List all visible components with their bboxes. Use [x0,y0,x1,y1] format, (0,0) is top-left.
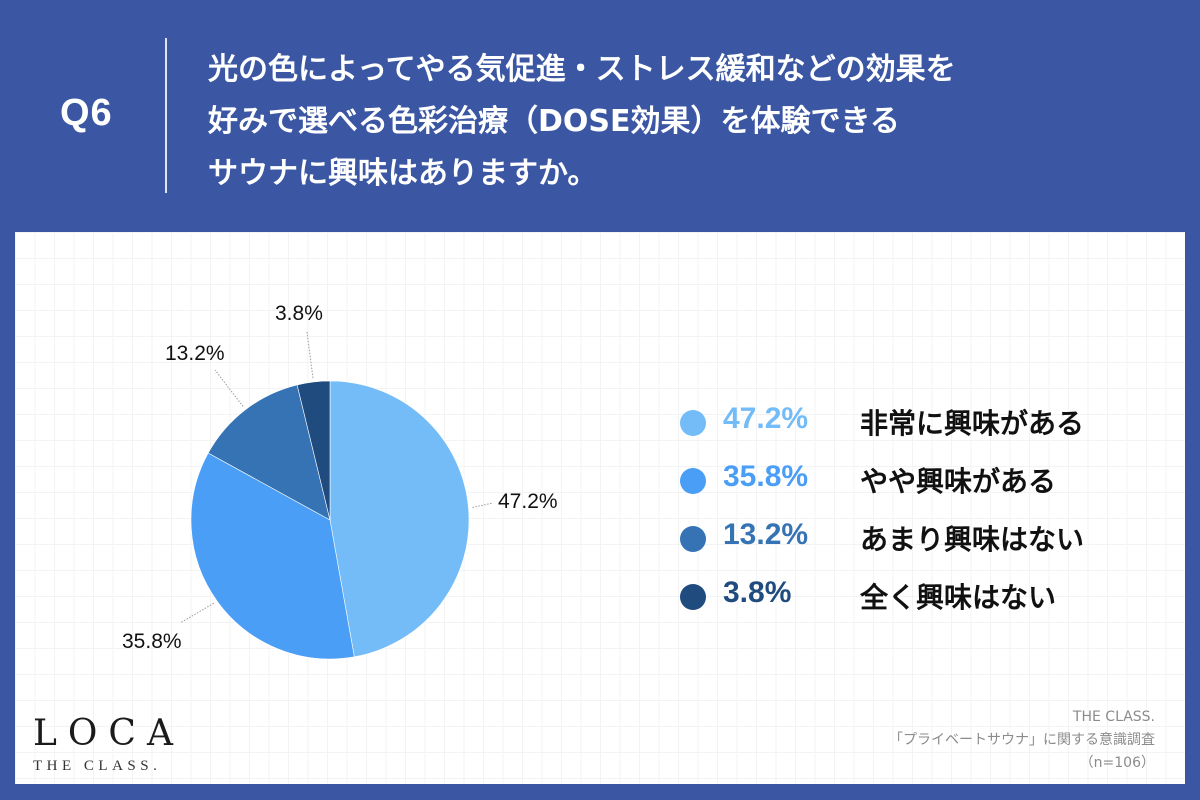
leader-line [472,502,494,508]
pie-slice [329,380,470,658]
source-note: THE CLASS. 「プライベートサウナ」に関する意識調査 （n=106） [889,706,1155,775]
leader-line [306,331,314,379]
legend-label: あまり興味はない [860,523,1085,556]
legend-label: 非常に興味がある [860,407,1085,440]
legend-dot-icon [680,468,706,494]
source-line-1: THE CLASS. [1072,709,1155,725]
legend-percentage: 47.2% [723,402,809,435]
pie-slice [296,380,331,521]
leader-line [214,369,244,407]
legend-label: 全く興味はない [860,581,1057,614]
question-line-1: 光の色によってやる気促進・ストレス緩和などの効果を [208,52,956,87]
legend-dot-icon [680,526,706,552]
pie-chart: 47.2% 35.8% 13.2% 3.8% [15,232,1185,784]
chart-panel: 47.2% 35.8% 13.2% 3.8% 47.2% 非常に興味がある 35… [15,232,1185,784]
question-header: Q6 光の色によってやる気促進・ストレス緩和などの効果を 好みで選べる色彩治療（… [0,0,1200,232]
legend-dot-icon [680,584,706,610]
slice-label-3: 13.2% [165,342,225,365]
legend-percentage: 13.2% [723,518,809,551]
question-line-2: 好みで選べる色彩治療（DOSE効果）を体験できる [208,104,900,139]
legend-dot-icon [680,410,706,436]
source-line-3: （n=106） [1079,755,1155,771]
legend-percentage: 3.8% [723,576,792,609]
logo-tagline: THE CLASS. [33,758,162,774]
pie-slice [190,452,355,660]
slice-label-1: 47.2% [498,490,558,513]
question-line-3: サウナに興味はありますか。 [208,156,598,191]
pie-chart-graphic [179,331,494,660]
slice-label-4: 3.8% [275,302,323,325]
legend-label: やや興味がある [860,465,1057,498]
header-divider [165,38,167,193]
slice-label-2: 35.8% [122,630,182,653]
source-line-2: 「プライベートサウナ」に関する意識調査 [889,732,1155,748]
brand-logo: LOCA THE CLASS. [33,716,184,775]
question-number: Q6 [60,92,113,134]
legend-percentage: 35.8% [723,460,809,493]
question-text: 光の色によってやる気促進・ストレス緩和などの効果を 好みで選べる色彩治療（DOS… [208,44,1168,200]
leader-line [179,602,215,624]
pie-slice [207,384,331,521]
logo-wordmark: LOCA [33,713,184,754]
